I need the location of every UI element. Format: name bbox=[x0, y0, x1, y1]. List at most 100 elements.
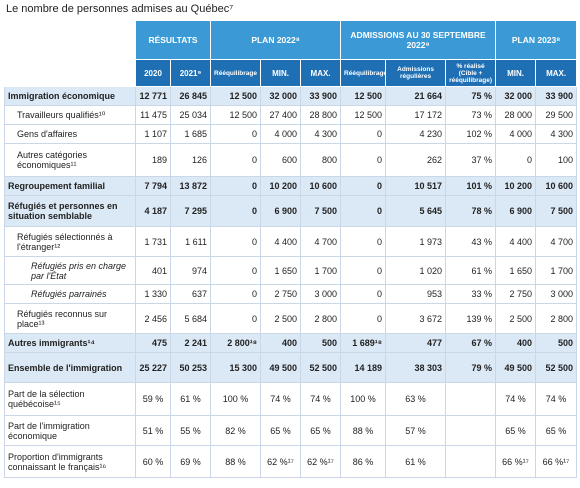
table-cell: 11 475 bbox=[135, 105, 171, 125]
table-cell: 66 %¹⁷ bbox=[535, 445, 578, 478]
row-label: Travailleurs qualifiés¹⁰ bbox=[4, 105, 136, 125]
table-cell: 500 bbox=[300, 333, 342, 353]
table-cell: 4 000 bbox=[260, 124, 302, 144]
column-header: MAX. bbox=[535, 59, 578, 87]
table-cell: 65 % bbox=[300, 415, 342, 446]
table-cell: 10 517 bbox=[385, 176, 447, 196]
table-row: Gens d'affaires 1 107 1 685 0 4 000 4 300 0 4 2… bbox=[4, 124, 578, 144]
table-cell: 15 300 bbox=[210, 352, 262, 383]
table-cell: 0 bbox=[340, 256, 387, 285]
group-header: PLAN 2022⁸ bbox=[210, 20, 342, 60]
table-cell: 4 300 bbox=[535, 124, 578, 144]
table-row: Part de l'immigration économique 51 % 55 %… bbox=[4, 415, 578, 446]
table-cell: 66 %¹⁷ bbox=[495, 445, 537, 478]
row-label: Part de l'immigration économique bbox=[4, 415, 136, 446]
table-cell: 78 % bbox=[445, 195, 497, 227]
table-cell: 6 900 bbox=[260, 195, 302, 227]
table-cell: 2 800 bbox=[300, 303, 342, 334]
row-label: Gens d'affaires bbox=[4, 124, 136, 144]
row-label: Part de la sélection québécoise¹⁵ bbox=[4, 382, 136, 416]
table-cell: 2 241 bbox=[169, 333, 212, 353]
table-cell bbox=[445, 445, 497, 478]
table-cell: 139 % bbox=[445, 303, 497, 334]
table-cell: 4 000 bbox=[495, 124, 537, 144]
table-cell: 49 500 bbox=[260, 352, 302, 383]
table-cell: 1 685 bbox=[169, 124, 212, 144]
table-cell: 4 700 bbox=[300, 226, 342, 257]
table-cell: 65 % bbox=[260, 415, 302, 446]
table-row: Réfugiés parrainés 1 330 637 0 2 750 3 000 0 95… bbox=[4, 284, 578, 304]
table-cell: 4 230 bbox=[385, 124, 447, 144]
table-cell: 10 200 bbox=[260, 176, 302, 196]
table-cell: 0 bbox=[210, 256, 262, 285]
table-cell: 7 794 bbox=[135, 176, 171, 196]
table-row: Proportion d'immigrants connaissant le f… bbox=[4, 445, 578, 478]
table-cell bbox=[445, 415, 497, 446]
table-cell: 100 bbox=[535, 143, 578, 177]
table-cell: 65 % bbox=[495, 415, 537, 446]
row-label: Réfugiés sélectionnés à l'étranger¹² bbox=[4, 226, 136, 257]
table-cell: 101 % bbox=[445, 176, 497, 196]
table-cell: 477 bbox=[385, 333, 447, 353]
table-cell: 0 bbox=[340, 143, 387, 177]
table-cell: 43 % bbox=[445, 226, 497, 257]
table-cell: 52 500 bbox=[300, 352, 342, 383]
table-cell: 29 500 bbox=[535, 105, 578, 125]
table-cell: 0 bbox=[340, 124, 387, 144]
table-cell: 637 bbox=[169, 284, 212, 304]
table-cell: 0 bbox=[340, 284, 387, 304]
group-header: PLAN 2023⁸ bbox=[495, 20, 578, 60]
table-cell: 0 bbox=[210, 284, 262, 304]
table-cell: 475 bbox=[135, 333, 171, 353]
table-row: Ensemble de l'immigration 25 227 50 253 15 … bbox=[4, 352, 578, 383]
table-cell: 12 771 bbox=[135, 86, 171, 106]
table-cell: 1 020 bbox=[385, 256, 447, 285]
table-cell: 1 107 bbox=[135, 124, 171, 144]
table-cell: 67 % bbox=[445, 333, 497, 353]
table-cell: 82 % bbox=[210, 415, 262, 446]
row-label: Réfugiés parrainés bbox=[4, 284, 136, 304]
table-row: Réfugiés pris en charge par l'État 401 974… bbox=[4, 256, 578, 285]
table-cell: 102 % bbox=[445, 124, 497, 144]
table-cell: 61 % bbox=[169, 382, 212, 416]
blank-cell bbox=[4, 20, 136, 60]
table-cell: 60 % bbox=[135, 445, 171, 478]
table-cell: 12 500 bbox=[340, 105, 387, 125]
table-cell: 500 bbox=[535, 333, 578, 353]
admissions-table: RÉSULTATS PLAN 2022⁸ ADMISSIONS AU 30 SE… bbox=[4, 20, 578, 478]
table-cell: 0 bbox=[210, 303, 262, 334]
table-cell: 3 000 bbox=[300, 284, 342, 304]
table-cell: 62 %¹⁷ bbox=[260, 445, 302, 478]
table-cell: 262 bbox=[385, 143, 447, 177]
table-row: Part de la sélection québécoise¹⁵ 59 % 61 … bbox=[4, 382, 578, 416]
table-cell: 37 % bbox=[445, 143, 497, 177]
table-cell: 74 % bbox=[300, 382, 342, 416]
column-header: Rééquilibrage bbox=[210, 59, 262, 87]
table-cell: 800 bbox=[300, 143, 342, 177]
table-cell: 1 731 bbox=[135, 226, 171, 257]
table-cell: 38 303 bbox=[385, 352, 447, 383]
table-cell: 13 872 bbox=[169, 176, 212, 196]
row-label: Autres catégories économiques¹¹ bbox=[4, 143, 136, 177]
table-cell: 10 200 bbox=[495, 176, 537, 196]
table-cell: 0 bbox=[210, 195, 262, 227]
column-header: Admissions régulières bbox=[385, 59, 447, 87]
table-cell: 1 330 bbox=[135, 284, 171, 304]
table-row: Travailleurs qualifiés¹⁰ 11 475 25 034 12 5… bbox=[4, 105, 578, 125]
column-header: % réalisé (Cible + rééquilibrage) bbox=[445, 59, 497, 87]
table-cell: 79 % bbox=[445, 352, 497, 383]
table-cell: 4 300 bbox=[300, 124, 342, 144]
table-cell: 25 034 bbox=[169, 105, 212, 125]
title: Le nombre de personnes admises au Québec… bbox=[6, 3, 234, 15]
table-cell: 69 % bbox=[169, 445, 212, 478]
table-body: Immigration économique 12 771 26 845 12 500… bbox=[4, 86, 578, 478]
column-header: MIN. bbox=[495, 59, 537, 87]
table-cell: 25 227 bbox=[135, 352, 171, 383]
table-cell: 21 664 bbox=[385, 86, 447, 106]
table-cell bbox=[445, 382, 497, 416]
table-cell: 2 750 bbox=[495, 284, 537, 304]
table-cell: 33 900 bbox=[300, 86, 342, 106]
table-cell: 2 750 bbox=[260, 284, 302, 304]
group-header: ADMISSIONS AU 30 SEPTEMBRE 2022⁹ bbox=[340, 20, 497, 60]
